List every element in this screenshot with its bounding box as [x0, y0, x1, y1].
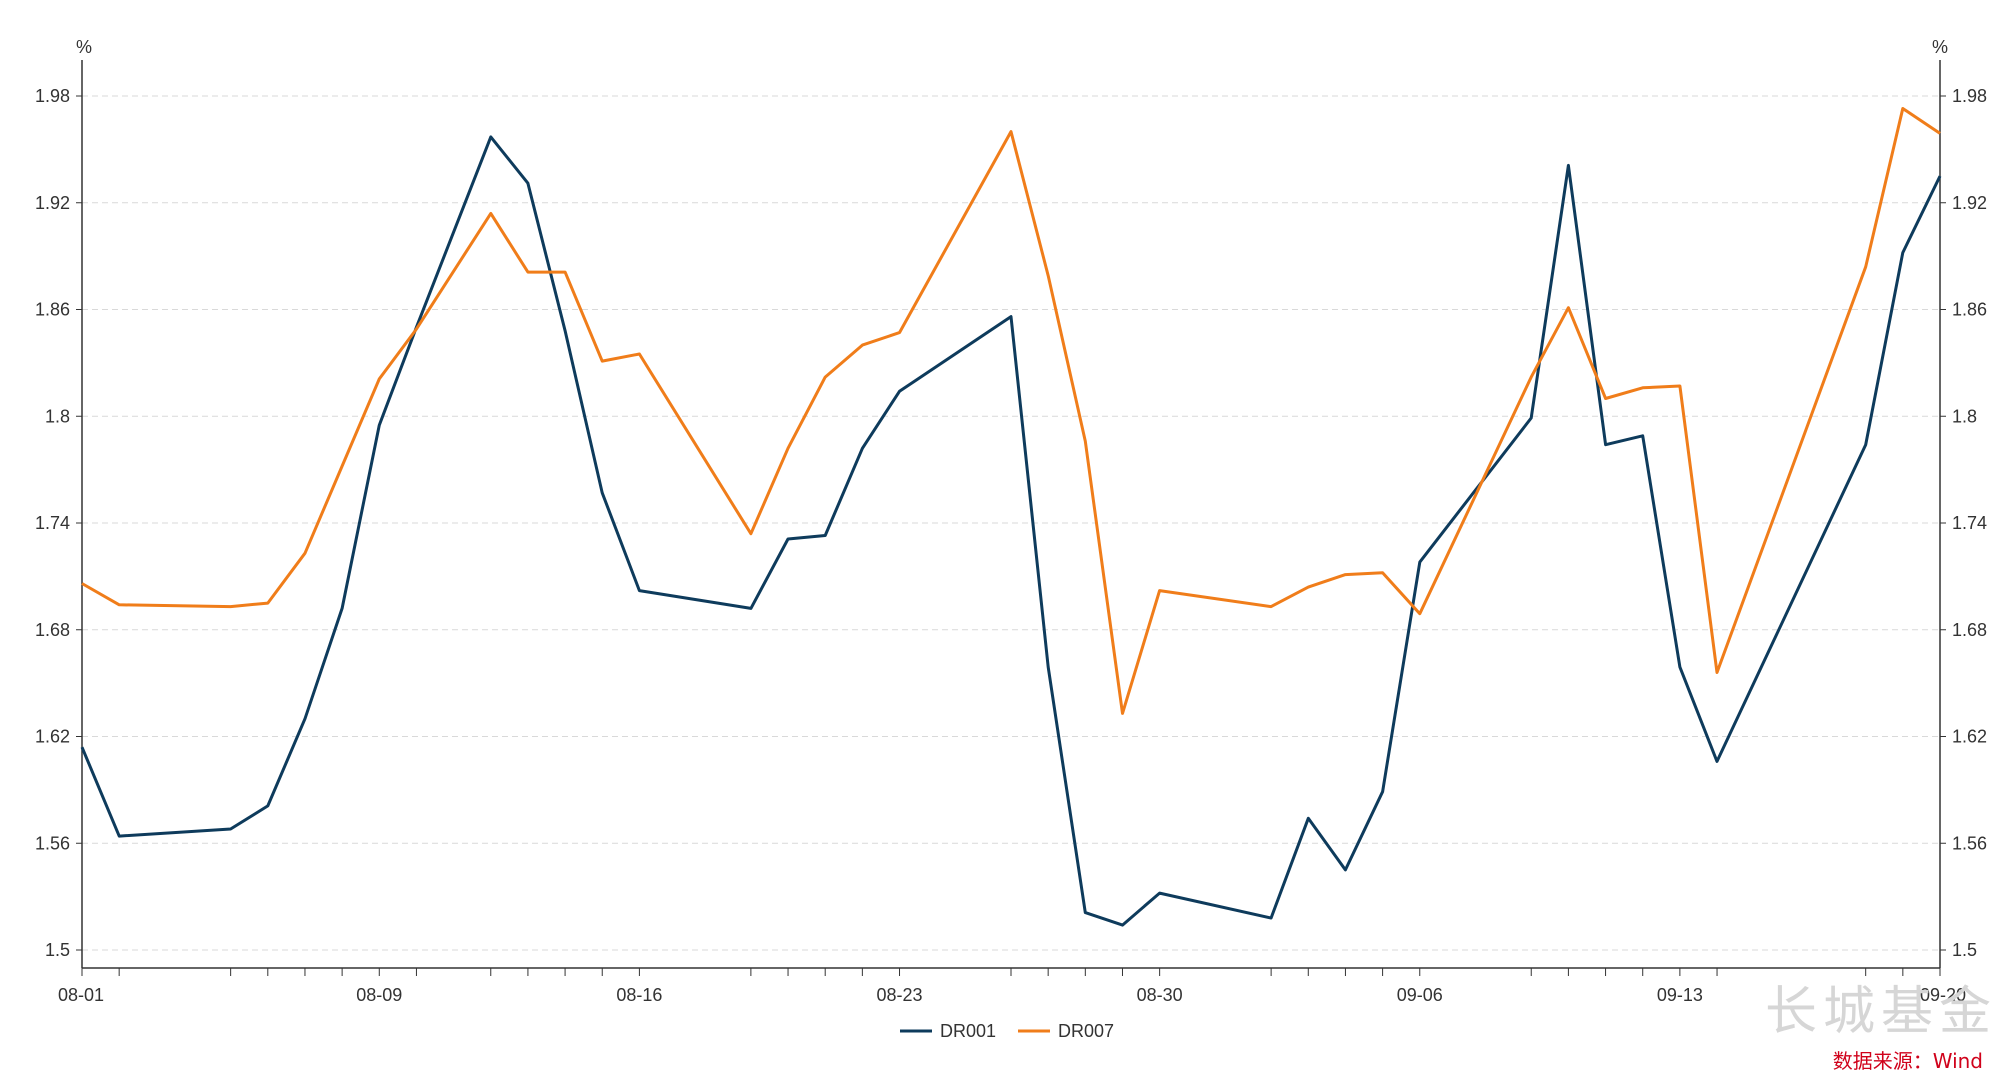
- right-y-tick-label: 1.92: [1952, 193, 1987, 213]
- watermark-logo: 长城基金: [1764, 982, 1997, 1042]
- left-y-tick-label: 1.8: [45, 406, 70, 426]
- right-y-tick-label: 1.68: [1952, 620, 1987, 640]
- x-tick-label: 09-20: [1920, 985, 1966, 1005]
- x-tick-label: 08-01: [58, 985, 104, 1005]
- x-tick-label: 08-23: [876, 985, 922, 1005]
- legend-item-dr001: DR001: [900, 1021, 996, 1041]
- legend-item-dr007: DR007: [1018, 1021, 1114, 1041]
- x-tick-label: 08-16: [616, 985, 662, 1005]
- series-line-dr007: [81, 107, 1941, 715]
- left-y-tick-label: 1.56: [35, 833, 70, 853]
- x-tick-label: 08-09: [356, 985, 402, 1005]
- source-note: 数据来源：Wind: [1832, 1049, 1983, 1073]
- left-y-tick-label: 1.86: [35, 300, 70, 320]
- legend: DR001 DR007: [900, 1021, 1114, 1041]
- legend-label-dr001: DR001: [940, 1021, 996, 1041]
- right-axis-unit: %: [1932, 37, 1948, 57]
- right-y-tick-label: 1.98: [1952, 86, 1987, 106]
- x-tick-label: 09-13: [1657, 985, 1703, 1005]
- right-y-tick-label: 1.86: [1952, 300, 1987, 320]
- left-y-tick-label: 1.62: [35, 727, 70, 747]
- axes: % %: [76, 37, 1948, 969]
- left-y-tick-label: 1.68: [35, 620, 70, 640]
- right-y-tick-label: 1.5: [1952, 940, 1977, 960]
- left-y-tick-label: 1.92: [35, 193, 70, 213]
- x-tick-label: 08-30: [1137, 985, 1183, 1005]
- x-tick-labels: 08-01 08-09 08-16 08-23 08-30 09-06 09-13 09-20: [58, 968, 1966, 1005]
- left-axis-unit: %: [76, 37, 92, 57]
- left-y-tick-label: 1.74: [35, 513, 70, 533]
- left-y-tick-label: 1.5: [45, 940, 70, 960]
- right-y-tick-label: 1.8: [1952, 406, 1977, 426]
- legend-label-dr007: DR007: [1058, 1021, 1114, 1041]
- left-y-tick-label: 1.98: [35, 86, 70, 106]
- y-tick-labels: 1.5 1.5 1.56 1.56 1.62 1.62 1.68 1.68 1.74 1.74 1.…: [35, 86, 1987, 960]
- right-y-tick-label: 1.62: [1952, 727, 1987, 747]
- right-y-tick-label: 1.74: [1952, 513, 1987, 533]
- x-tick-label: 09-06: [1397, 985, 1443, 1005]
- right-y-tick-label: 1.56: [1952, 833, 1987, 853]
- series-line-dr001: [80, 135, 1942, 927]
- series-lines: [80, 107, 1942, 927]
